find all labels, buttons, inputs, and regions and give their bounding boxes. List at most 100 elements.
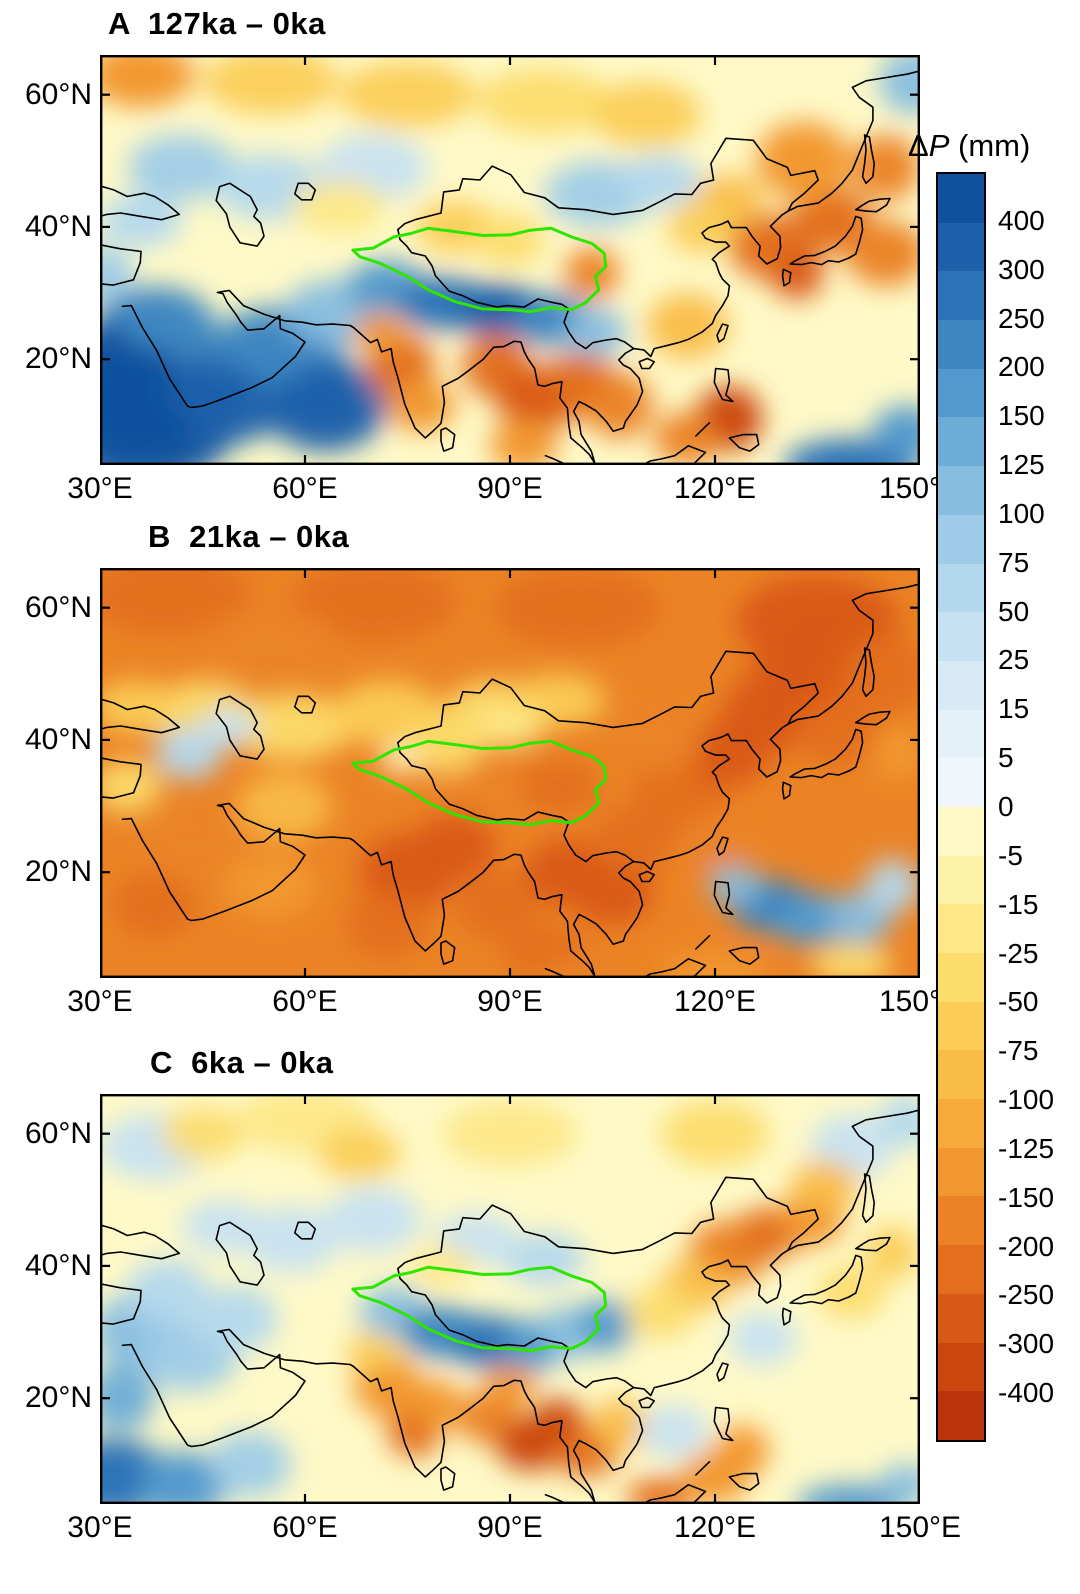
anomaly-core [432, 827, 478, 864]
anomaly-region [639, 1404, 709, 1458]
anomaly-region [100, 759, 162, 813]
y-tick-label-40n-c: 40°N [24, 1249, 92, 1282]
colorbar-tick-label: 300 [998, 253, 1045, 285]
anomaly-core [777, 139, 831, 183]
anomaly-region [879, 55, 920, 115]
anomaly-core [402, 391, 441, 420]
anomaly-region [810, 945, 893, 978]
anomaly-core [100, 1455, 144, 1500]
anomaly-region [154, 726, 223, 780]
anomaly-region [195, 1285, 278, 1352]
anomaly-region [209, 1431, 292, 1498]
coastlines [100, 70, 920, 465]
x-axis-labels-b: 30°E 60°E 90°E 120°E 150°E [0, 985, 1080, 1025]
colorbar-segment [938, 1147, 984, 1197]
coastline-path [121, 70, 920, 465]
colorbar-tick-label: -250 [998, 1279, 1055, 1311]
anomaly-region [879, 1464, 920, 1504]
anomaly-core [747, 890, 793, 920]
anomaly-field [100, 568, 920, 978]
anomaly-core [120, 304, 189, 348]
anomaly-core [419, 1390, 450, 1420]
anomaly-region [619, 154, 702, 208]
coastline-path [642, 958, 707, 978]
colorbar-tick-labels: 400 300 250 200 150 125 100 75 50 25 15 5 0 -5 -15 -25-… [998, 172, 1080, 1442]
x-tick-label: 90°E [477, 985, 543, 1018]
anomaly-core [654, 771, 708, 815]
coastline-path [789, 728, 864, 779]
map-frame [100, 1094, 920, 1504]
anomaly-region [100, 1365, 155, 1432]
coastline-path [397, 1267, 635, 1389]
colorbar-tick-label: 400 [998, 204, 1045, 236]
coastline-path [642, 445, 707, 465]
coastline-path [121, 1109, 920, 1504]
coastline-path [713, 1406, 734, 1442]
coastline-path [695, 1460, 711, 1476]
colorbar-title: ΔP (mm) [908, 128, 1030, 164]
anomaly-core [399, 1416, 430, 1446]
coastline-path [215, 695, 265, 760]
map-panel-c [100, 1094, 920, 1504]
anomaly-core [610, 820, 656, 858]
x-tick-label: 60°E [272, 1511, 338, 1544]
coastline-path [638, 1396, 655, 1409]
anomaly-core [863, 235, 909, 272]
x-tick-label: 30°E [67, 1511, 133, 1544]
delta-symbol: Δ [908, 128, 929, 163]
colorbar-segment [938, 806, 984, 856]
anomaly-region [325, 1186, 422, 1253]
anomaly-core [110, 56, 172, 93]
x-tick-label: 150°E [878, 1511, 962, 1544]
anomaly-region [339, 61, 476, 128]
anomaly-core [100, 392, 194, 458]
anomaly-region [318, 1127, 401, 1180]
colorbar-segment [938, 1099, 984, 1148]
anomaly-core [727, 1436, 758, 1466]
coastline-path [397, 741, 635, 863]
coastline-path [789, 1254, 864, 1305]
coastline-path [713, 880, 734, 916]
anomaly-field [100, 1094, 920, 1504]
colorbar-segment [938, 953, 984, 1002]
x-tick-label: 90°E [477, 472, 543, 505]
colorbar-segment [938, 271, 984, 321]
anomaly-region [127, 134, 237, 201]
anomaly-core [555, 967, 601, 978]
y-tick-label-40n-a: 40°N [24, 210, 92, 243]
colorbar-tick-label: 0 [998, 791, 1014, 822]
coastline-path [638, 870, 655, 883]
anomaly-core [772, 595, 863, 647]
coastline-path [397, 137, 819, 231]
anomaly-region [626, 1285, 695, 1339]
anomaly-region [441, 1100, 579, 1167]
anomaly-core [566, 1436, 604, 1466]
anomaly-core [381, 347, 420, 384]
coastline-path [728, 1472, 760, 1491]
anomaly-core [637, 721, 683, 759]
coastline-path [100, 1224, 181, 1260]
anomaly-core [168, 837, 237, 881]
anomaly-core [123, 572, 214, 617]
x-tick-label: 90°E [477, 1511, 543, 1544]
panel-b-title: B 21ka – 0ka [148, 519, 350, 554]
colorbar-segment [938, 563, 984, 613]
anomaly-region [646, 293, 729, 360]
anomaly-core [600, 387, 639, 424]
colorbar-segment [938, 417, 984, 467]
coastline-path [855, 197, 891, 213]
map-frame [100, 55, 920, 465]
anomaly-core [791, 1205, 830, 1235]
colorbar-segment [938, 758, 984, 807]
anomaly-region [879, 1094, 920, 1147]
colorbar-segment [938, 368, 984, 418]
coastline-path [716, 1362, 729, 1382]
coastline-path [713, 367, 734, 403]
anomaly-core [291, 380, 360, 431]
anomaly-core [668, 424, 707, 453]
coastline-path [781, 781, 792, 800]
colorbar-segment [938, 514, 984, 564]
colorbar-segment [938, 612, 984, 661]
anomaly-region [100, 193, 182, 247]
colorbar-tick-label: -100 [998, 1084, 1055, 1116]
